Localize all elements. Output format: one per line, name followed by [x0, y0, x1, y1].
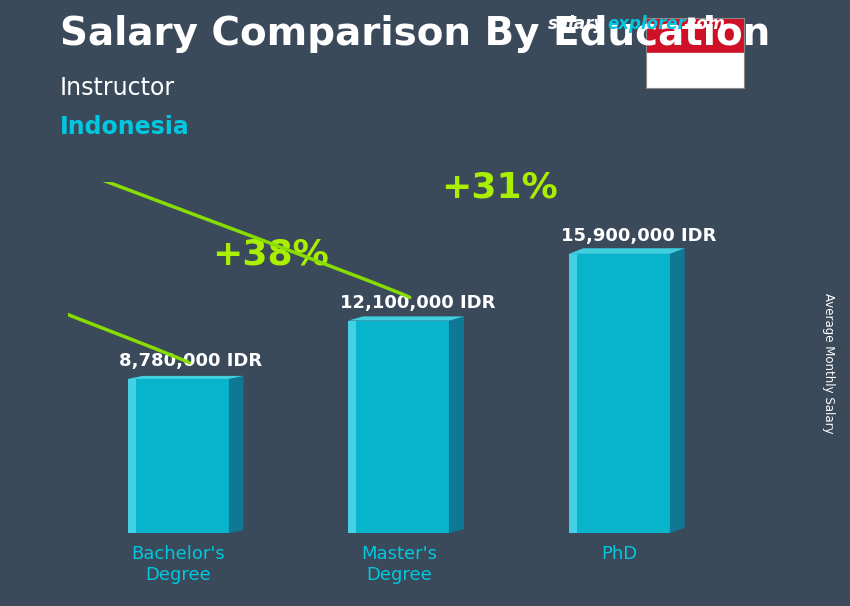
Text: +31%: +31%	[441, 171, 558, 205]
Bar	[128, 379, 229, 533]
Text: 15,900,000 IDR: 15,900,000 IDR	[560, 227, 716, 245]
Text: .com: .com	[680, 15, 725, 33]
Bar	[646, 18, 744, 53]
FancyArrowPatch shape	[0, 0, 190, 363]
Polygon shape	[450, 316, 464, 533]
Text: PhD: PhD	[601, 545, 638, 564]
Text: Bachelor's
Degree: Bachelor's Degree	[132, 545, 225, 584]
FancyArrowPatch shape	[0, 0, 410, 298]
Text: Salary Comparison By Education: Salary Comparison By Education	[60, 15, 770, 53]
Text: 8,780,000 IDR: 8,780,000 IDR	[120, 352, 263, 370]
Polygon shape	[128, 376, 243, 379]
Bar	[348, 321, 356, 533]
Text: Average Monthly Salary: Average Monthly Salary	[822, 293, 836, 434]
Polygon shape	[348, 316, 464, 321]
Bar	[348, 321, 450, 533]
Bar	[128, 379, 136, 533]
Text: Indonesia: Indonesia	[60, 115, 190, 139]
Text: +38%: +38%	[212, 238, 329, 271]
Bar	[569, 254, 670, 533]
Text: Instructor: Instructor	[60, 76, 174, 100]
Polygon shape	[569, 248, 684, 254]
Text: 12,100,000 IDR: 12,100,000 IDR	[340, 294, 496, 312]
Text: salary: salary	[548, 15, 605, 33]
Polygon shape	[229, 376, 243, 533]
Polygon shape	[670, 248, 684, 533]
Bar	[646, 53, 744, 88]
Text: explorer: explorer	[608, 15, 687, 33]
Text: Master's
Degree: Master's Degree	[360, 545, 437, 584]
Bar	[569, 254, 577, 533]
